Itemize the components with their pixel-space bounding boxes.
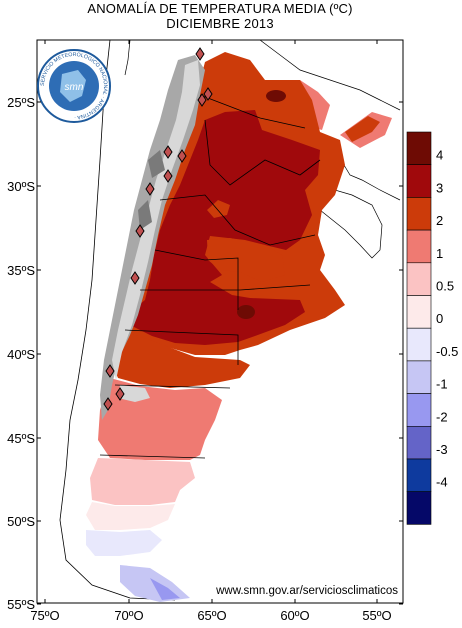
latitude-label: 25ºS (7, 95, 35, 110)
smn-logo: smn SERVICIO METEOROLOGICO NACIONAL · AR… (37, 49, 111, 123)
legend-swatch (406, 360, 432, 394)
longitude-label: 60ºO (280, 608, 309, 623)
legend-swatch (406, 393, 432, 427)
latitude-label: 45ºS (7, 431, 35, 446)
map-title: ANOMALÍA DE TEMPERATURA MEDIA (ºC) (87, 1, 353, 16)
latitude-label: 35ºS (7, 263, 35, 278)
legend-label: -1 (436, 377, 448, 392)
legend-swatch (406, 131, 432, 166)
legend-label: 4 (436, 148, 443, 163)
latitude-labels: 25ºS 30ºS 35ºS 40ºS 45ºS 50ºS 55ºS (7, 95, 403, 612)
legend-swatch (406, 197, 432, 231)
logo-center-text: smn (65, 82, 84, 93)
legend-swatch (406, 327, 432, 362)
legend-swatch (406, 262, 432, 296)
legend-label: 3 (436, 180, 443, 195)
latitude-label: 55ºS (7, 597, 35, 612)
longitude-label: 65ºO (197, 608, 226, 623)
map-subtitle: DICIEMBRE 2013 (166, 16, 274, 31)
province-borders (99, 94, 321, 459)
legend-label: -0.5 (436, 344, 458, 359)
legend-label: -4 (436, 475, 448, 490)
legend-label: -2 (436, 409, 448, 424)
legend-label: 0 (436, 311, 443, 326)
anomaly-field (86, 52, 392, 602)
website-text: www.smn.gov.ar/serviciosclimaticos (215, 585, 398, 597)
longitude-label: 55ºO (362, 608, 391, 623)
brazil-border (334, 149, 401, 201)
legend-swatch (406, 229, 432, 264)
longitude-label: 70ºO (114, 608, 143, 623)
legend-label: -3 (436, 442, 448, 457)
chile-coastline (59, 40, 176, 601)
legend-swatch (406, 295, 432, 329)
legend-label: 2 (436, 213, 443, 228)
latitude-label: 30ºS (7, 179, 35, 194)
legend-colorbar: 4 3 2 1 0.5 0 -0.5 -1 -2 -3 -4 (406, 131, 458, 525)
legend-label: 1 (436, 246, 443, 261)
longitude-labels: 75ºO 70ºO 65ºO 60ºO 55ºO (30, 40, 392, 623)
legend-swatch (406, 458, 432, 493)
bolivia-paraguay-border (259, 40, 401, 111)
legend-swatch (406, 164, 432, 198)
uruguay-outline (319, 189, 383, 259)
latitude-label: 40ºS (7, 347, 35, 362)
longitude-label: 75ºO (30, 608, 59, 623)
legend-label: 0.5 (436, 279, 454, 294)
station-markers (103, 47, 213, 411)
andes-terrain (100, 55, 205, 420)
legend-swatch (406, 425, 432, 460)
latitude-label: 50ºS (7, 514, 35, 529)
legend-swatch (406, 491, 432, 525)
